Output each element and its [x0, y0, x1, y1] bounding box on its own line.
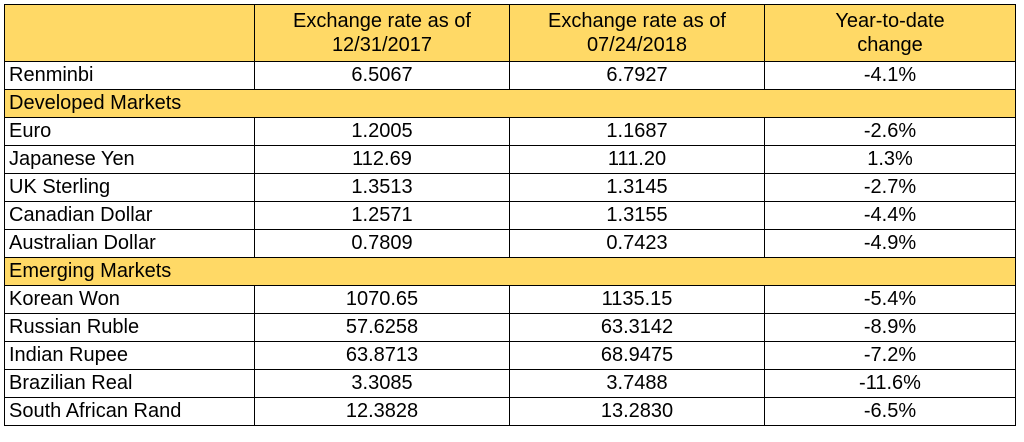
rate-2018-cell: 1.3155: [509, 201, 765, 230]
section-row: Developed Markets: [4, 89, 1016, 118]
currency-name-cell: Renminbi: [4, 61, 255, 90]
currency-name-cell: Euro: [4, 117, 255, 146]
currency-row: Australian Dollar 0.7809 0.7423 -4.9%: [4, 229, 1016, 258]
header-ytd-line1: Year-to-date: [835, 10, 945, 32]
rate-2017-cell: 0.7809: [254, 229, 510, 258]
exchange-rate-table-container: Exchange rate as of 12/31/2017 Exchange …: [4, 4, 1016, 426]
rate-2017-cell: 57.6258: [254, 313, 510, 342]
currency-name-cell: Australian Dollar: [4, 229, 255, 258]
currency-row: Japanese Yen 112.69 111.20 1.3%: [4, 145, 1016, 174]
ytd-change-cell: -8.9%: [764, 313, 1016, 342]
currency-row: UK Sterling 1.3513 1.3145 -2.7%: [4, 173, 1016, 202]
table-body: Renminbi 6.5067 6.7927 -4.1% Developed Marke…: [4, 61, 1016, 426]
currency-name-cell: Brazilian Real: [4, 369, 255, 398]
rate-2017-cell: 3.3085: [254, 369, 510, 398]
ytd-change-cell: -5.4%: [764, 285, 1016, 314]
currency-name-cell: Japanese Yen: [4, 145, 255, 174]
currency-name-cell: Russian Ruble: [4, 313, 255, 342]
ytd-change-cell: -2.7%: [764, 173, 1016, 202]
ytd-change-cell: -4.9%: [764, 229, 1016, 258]
header-ytd-change: Year-to-date change: [764, 4, 1016, 62]
header-rate-2018-line1: Exchange rate as of: [548, 10, 726, 32]
rate-2018-cell: 1.1687: [509, 117, 765, 146]
ytd-change-cell: -2.6%: [764, 117, 1016, 146]
header-rate-2017-line1: Exchange rate as of: [293, 10, 471, 32]
currency-row: South African Rand 12.3828 13.2830 -6.5%: [4, 397, 1016, 426]
section-title: Developed Markets: [4, 89, 1016, 118]
rate-2018-cell: 1.3145: [509, 173, 765, 202]
rate-2017-cell: 112.69: [254, 145, 510, 174]
rate-2017-cell: 63.8713: [254, 341, 510, 370]
header-rate-2018-line2: 07/24/2018: [586, 34, 688, 56]
header-rate-2017-line2: 12/31/2017: [331, 34, 433, 56]
rate-2017-cell: 1.3513: [254, 173, 510, 202]
rate-2018-cell: 6.7927: [509, 61, 765, 90]
currency-name-cell: Canadian Dollar: [4, 201, 255, 230]
ytd-change-cell: -7.2%: [764, 341, 1016, 370]
currency-name-cell: UK Sterling: [4, 173, 255, 202]
currency-name-cell: Korean Won: [4, 285, 255, 314]
rate-2018-cell: 1135.15: [509, 285, 765, 314]
ytd-change-cell: -6.5%: [764, 397, 1016, 426]
rate-2018-cell: 3.7488: [509, 369, 765, 398]
header-empty-cell: [4, 4, 255, 62]
currency-name-cell: Indian Rupee: [4, 341, 255, 370]
rate-2018-cell: 63.3142: [509, 313, 765, 342]
ytd-change-cell: 1.3%: [764, 145, 1016, 174]
rate-2017-cell: 1.2005: [254, 117, 510, 146]
table-header: Exchange rate as of 12/31/2017 Exchange …: [4, 4, 1016, 62]
header-row: Exchange rate as of 12/31/2017 Exchange …: [4, 4, 1016, 62]
header-rate-2017: Exchange rate as of 12/31/2017: [254, 4, 510, 62]
section-row: Emerging Markets: [4, 257, 1016, 286]
currency-row: Renminbi 6.5067 6.7927 -4.1%: [4, 61, 1016, 90]
rate-2018-cell: 111.20: [509, 145, 765, 174]
header-rate-2018: Exchange rate as of 07/24/2018: [509, 4, 765, 62]
ytd-change-cell: -4.1%: [764, 61, 1016, 90]
exchange-rate-table: Exchange rate as of 12/31/2017 Exchange …: [4, 4, 1016, 426]
ytd-change-cell: -4.4%: [764, 201, 1016, 230]
rate-2017-cell: 1070.65: [254, 285, 510, 314]
currency-row: Brazilian Real 3.3085 3.7488 -11.6%: [4, 369, 1016, 398]
rate-2017-cell: 1.2571: [254, 201, 510, 230]
rate-2017-cell: 6.5067: [254, 61, 510, 90]
currency-name-cell: South African Rand: [4, 397, 255, 426]
rate-2018-cell: 0.7423: [509, 229, 765, 258]
currency-row: Korean Won 1070.65 1135.15 -5.4%: [4, 285, 1016, 314]
currency-row: Indian Rupee 63.8713 68.9475 -7.2%: [4, 341, 1016, 370]
rate-2018-cell: 13.2830: [509, 397, 765, 426]
section-title: Emerging Markets: [4, 257, 1016, 286]
currency-row: Euro 1.2005 1.1687 -2.6%: [4, 117, 1016, 146]
currency-row: Canadian Dollar 1.2571 1.3155 -4.4%: [4, 201, 1016, 230]
rate-2017-cell: 12.3828: [254, 397, 510, 426]
ytd-change-cell: -11.6%: [764, 369, 1016, 398]
currency-row: Russian Ruble 57.6258 63.3142 -8.9%: [4, 313, 1016, 342]
header-ytd-line2: change: [857, 34, 923, 56]
rate-2018-cell: 68.9475: [509, 341, 765, 370]
